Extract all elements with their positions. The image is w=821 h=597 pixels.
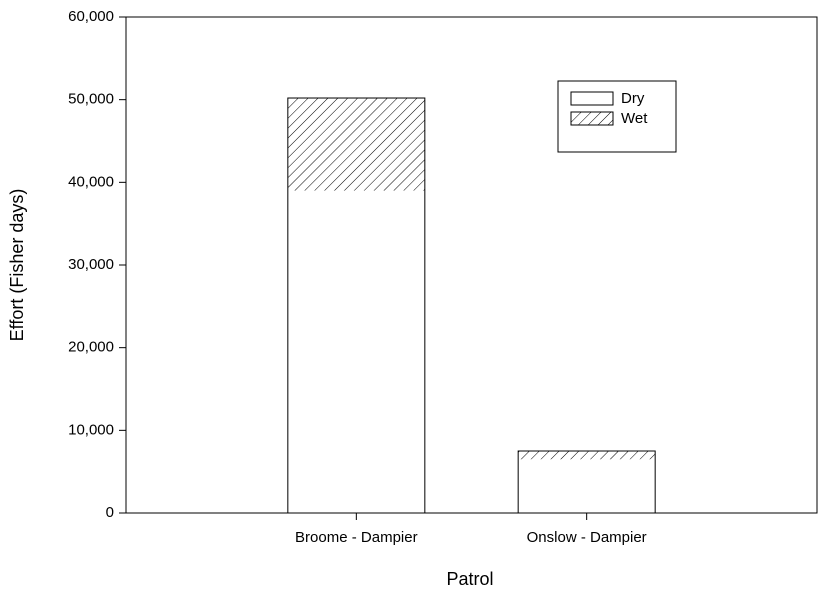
y-tick-label: 60,000 <box>68 8 114 25</box>
y-tick-label: 30,000 <box>68 256 114 273</box>
plot-frame <box>125 16 818 514</box>
y-tick-label: 40,000 <box>68 173 114 190</box>
legend-label: Wet <box>621 110 648 127</box>
bar-segment <box>287 98 425 191</box>
legend-swatch <box>570 111 614 126</box>
y-axis-label: Effort (Fisher days) <box>7 189 27 342</box>
y-tick-label: 50,000 <box>68 91 114 108</box>
x-axis-label: Patrol <box>446 569 493 589</box>
legend-label: Dry <box>621 90 645 107</box>
y-tick-label: 0 <box>106 504 114 521</box>
y-tick-label: 10,000 <box>68 421 114 438</box>
bar-segment <box>518 459 656 513</box>
bar-segment <box>287 190 425 513</box>
y-tick-label: 20,000 <box>68 339 114 356</box>
legend-swatch <box>570 91 614 106</box>
bar-segment <box>518 451 656 460</box>
x-tick-label: Onslow - Dampier <box>527 529 647 546</box>
x-tick-label: Broome - Dampier <box>295 529 418 546</box>
